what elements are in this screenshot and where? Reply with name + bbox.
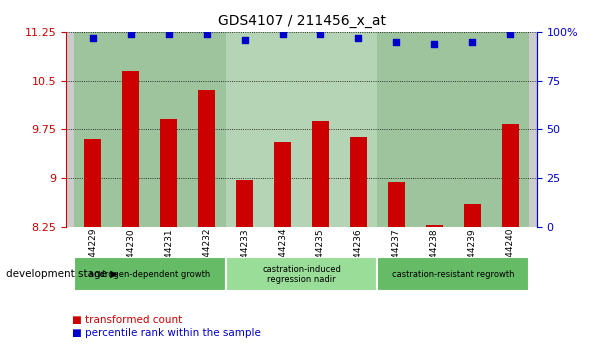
Point bbox=[353, 35, 363, 41]
Bar bbox=[350, 137, 367, 227]
Point bbox=[505, 31, 515, 37]
Point bbox=[240, 37, 250, 42]
Point bbox=[278, 31, 288, 37]
Text: development stage ▶: development stage ▶ bbox=[6, 269, 118, 279]
Point bbox=[126, 31, 136, 37]
Bar bbox=[502, 124, 519, 227]
Bar bbox=[226, 32, 377, 227]
Point bbox=[88, 35, 98, 41]
Bar bbox=[464, 204, 481, 227]
Bar bbox=[74, 32, 226, 227]
Bar bbox=[198, 90, 215, 227]
Bar bbox=[312, 121, 329, 227]
FancyBboxPatch shape bbox=[377, 257, 529, 291]
Text: ■ transformed count: ■ transformed count bbox=[72, 315, 183, 325]
Text: castration-resistant regrowth: castration-resistant regrowth bbox=[392, 270, 514, 279]
Bar bbox=[426, 225, 443, 227]
Bar bbox=[122, 71, 139, 227]
FancyBboxPatch shape bbox=[226, 257, 377, 291]
Point bbox=[429, 41, 439, 46]
Text: ■ percentile rank within the sample: ■ percentile rank within the sample bbox=[72, 329, 261, 338]
Point bbox=[202, 31, 212, 37]
Point bbox=[315, 31, 325, 37]
Point bbox=[467, 39, 477, 45]
Bar bbox=[377, 32, 529, 227]
Point bbox=[164, 31, 174, 37]
Point bbox=[391, 39, 401, 45]
FancyBboxPatch shape bbox=[74, 257, 226, 291]
Text: castration-induced
regression nadir: castration-induced regression nadir bbox=[262, 265, 341, 284]
Bar bbox=[236, 180, 253, 227]
Bar bbox=[160, 120, 177, 227]
Text: androgen-dependent growth: androgen-dependent growth bbox=[89, 270, 210, 279]
Bar bbox=[84, 139, 101, 227]
Bar bbox=[388, 182, 405, 227]
Bar bbox=[274, 142, 291, 227]
Title: GDS4107 / 211456_x_at: GDS4107 / 211456_x_at bbox=[218, 14, 385, 28]
